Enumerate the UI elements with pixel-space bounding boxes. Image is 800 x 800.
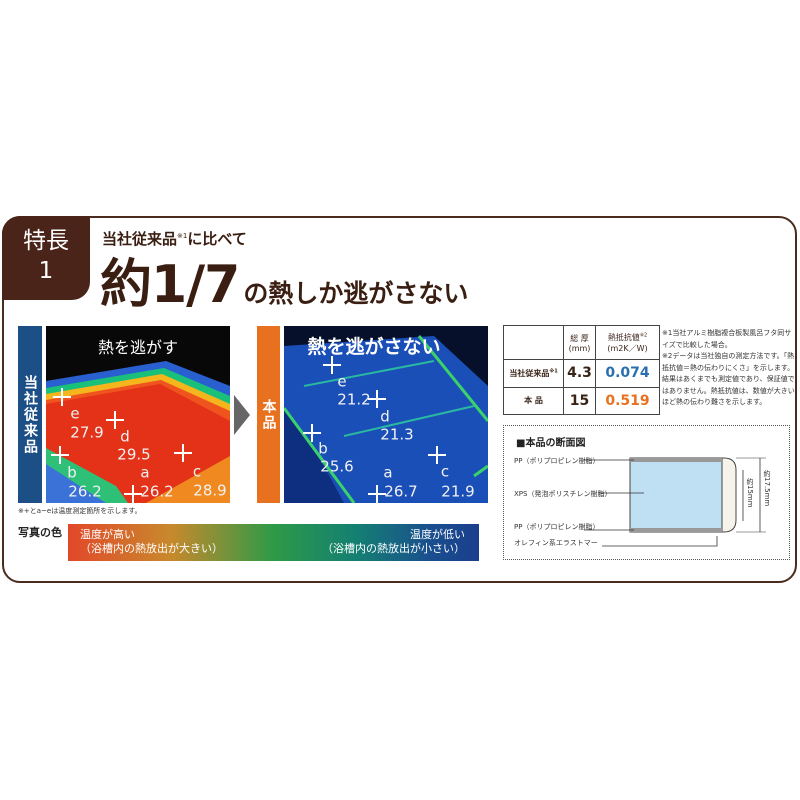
- headline: 約1/7 の熱しか逃がさない: [100, 242, 468, 317]
- point-value: 26.2: [140, 482, 174, 501]
- footnote-ref: ※1: [177, 232, 188, 240]
- header-resistance: 熱抵抗値※2 (m2K／W): [595, 325, 660, 360]
- new-image-title: 熱を逃がさない: [307, 336, 441, 358]
- header-text: 総 厚: [570, 333, 589, 343]
- dimension-outer: 約17.5mm: [763, 470, 771, 507]
- old-image-title: 熱を逃がす: [97, 338, 179, 357]
- badge-number: 1: [38, 258, 54, 284]
- point-value: 21.3: [380, 425, 414, 444]
- layer-label-xps: XPS（発泡ポリスチレン樹脂）: [514, 490, 612, 498]
- thermal-image-old: 熱を逃がす: [46, 326, 230, 503]
- cross-section-panel: ■本品の断面図 PP（ポリプロピレン樹脂） XPS（発泡ポリスチレン樹脂） PP…: [503, 425, 790, 560]
- row-resistance: 0.519: [595, 386, 660, 415]
- crosshair-e: [323, 356, 341, 374]
- row-thickness: 15: [563, 386, 596, 415]
- point-label: e: [337, 372, 347, 391]
- footnotes: ※1当社アルミ樹脂複合板製風呂フタ同サイズで比較した場合。 ※2データは当社独自…: [662, 328, 798, 409]
- row-resistance: 0.074: [595, 359, 660, 388]
- thermal-new-graphic: [284, 326, 488, 503]
- cross-section-diagram: [584, 457, 766, 547]
- table-row: 当社従来品※1 4.3 0.074: [503, 359, 660, 388]
- spec-table: 総 厚 (mm) 熱抵抗値※2 (m2K／W) 当社従来品※1 4.3 0.074 …: [503, 325, 660, 415]
- point-value: 21.9: [441, 482, 475, 501]
- cross-section-title: ■本品の断面図: [516, 438, 586, 449]
- point-label: c: [192, 462, 202, 481]
- table-row: 本 品 15 0.519: [503, 386, 660, 415]
- subtitle: 当社従来品※1に比べて: [102, 228, 247, 249]
- color-legend-label: 写真の色: [18, 526, 62, 539]
- point-label: e: [70, 404, 80, 423]
- headline-ratio: 約1/7: [100, 255, 240, 315]
- color-gradient-bar: 温度が高い （浴槽内の熱放出が大きい） 温度が低い （浴槽内の熱放出が小さい）: [68, 524, 479, 561]
- crosshair-b: [51, 446, 69, 464]
- header-unit: (m2K／W): [607, 343, 648, 353]
- point-value: 26.2: [68, 482, 102, 501]
- point-label: d: [120, 427, 130, 446]
- low-temp-sub: （浴槽内の熱放出が小さい）: [322, 542, 465, 555]
- point-value: 26.7: [384, 482, 418, 501]
- thermal-old-graphic: [46, 326, 230, 503]
- footnote-ref: ※2: [639, 331, 648, 338]
- crosshair-a: [124, 485, 142, 503]
- thermal-image-new: 熱を逃がさない: [284, 326, 488, 503]
- high-temp-label: 温度が高い: [80, 528, 135, 541]
- feature-badge: 特長 1: [2, 216, 90, 300]
- crosshair-d: [106, 411, 124, 429]
- layer-label-elastomer: オレフィン系エラストマー: [514, 539, 598, 547]
- header-thickness: 総 厚 (mm): [563, 325, 596, 360]
- row-thickness: 4.3: [563, 359, 596, 388]
- point-label: a: [383, 463, 393, 482]
- measurement-note: ※+とa~eは温度測定箇所を示します。: [18, 507, 142, 515]
- point-value: 28.9: [193, 481, 227, 500]
- crosshair-e: [53, 388, 71, 406]
- header-text: 熱抵抗値: [607, 332, 640, 342]
- point-value: 29.5: [117, 445, 151, 464]
- point-label: b: [67, 463, 77, 482]
- badge-label: 特長: [23, 228, 69, 254]
- crosshair-b: [303, 424, 321, 442]
- crosshair-a: [368, 485, 386, 503]
- header-unit: (mm): [568, 343, 591, 353]
- old-product-label: 当社従来品: [18, 326, 42, 503]
- high-temp-sub: （浴槽内の熱放出が大きい）: [80, 542, 223, 555]
- row-name: 当社従来品※1: [503, 359, 564, 388]
- point-value: 21.2: [337, 390, 371, 409]
- footnote-1: ※1当社アルミ樹脂複合板製風呂フタ同サイズで比較した場合。: [662, 329, 792, 349]
- point-label: b: [318, 439, 328, 458]
- new-product-label: 本品: [257, 326, 280, 503]
- arrow-right-icon: [234, 395, 250, 435]
- layer-label-pp-top: PP（ポリプロピレン樹脂）: [514, 457, 600, 465]
- header-empty: [503, 325, 564, 360]
- crosshair-c: [428, 446, 446, 464]
- point-value: 27.9: [70, 423, 104, 442]
- table-header-row: 総 厚 (mm) 熱抵抗値※2 (m2K／W): [503, 325, 660, 360]
- layer-label-pp-bottom: PP（ポリプロピレン樹脂）: [514, 523, 600, 531]
- headline-rest: の熱しか逃がさない: [243, 279, 469, 308]
- point-label: a: [140, 463, 150, 482]
- footnote-2: ※2データは当社独自の測定方法です。「熱抵抗値＝熱の伝わりにくさ」を示します。結…: [662, 352, 795, 406]
- subtitle-tail: に比べて: [187, 230, 247, 248]
- point-label: d: [380, 407, 390, 426]
- dimension-inner: 約15mm: [746, 478, 754, 508]
- crosshair-c: [174, 444, 192, 462]
- low-temp-label: 温度が低い: [410, 528, 465, 541]
- row-name: 本 品: [503, 386, 564, 415]
- crosshair-d: [368, 390, 386, 408]
- subtitle-text: 当社従来品: [102, 230, 178, 248]
- point-label: c: [440, 462, 450, 481]
- point-value: 25.6: [320, 457, 354, 476]
